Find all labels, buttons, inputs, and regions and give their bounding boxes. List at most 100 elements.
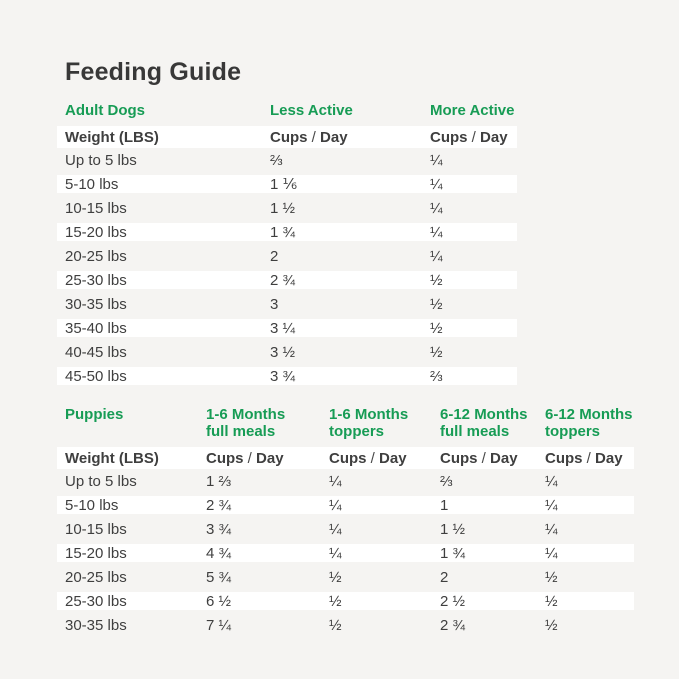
- column-header-line2: toppers: [329, 423, 385, 440]
- tables-container: Adult Dogs Less Active More Active Weight (…: [57, 102, 679, 637]
- table-row: 20-25 lbs 2 ¼: [57, 244, 517, 268]
- weight-cell: 10-15 lbs: [65, 520, 127, 538]
- puppies-section-headers: Puppies 1-6 Months full meals 1-6 Months top…: [57, 406, 634, 440]
- cups-value-cell: 3 ½: [270, 343, 296, 361]
- weight-cell: 15-20 lbs: [65, 223, 127, 241]
- column-header-line1: 6-12 Months: [440, 406, 528, 423]
- column-header-line1: Adult Dogs: [65, 102, 145, 119]
- weight-cell: 25-30 lbs: [65, 271, 127, 289]
- column-header: 1-6 Months toppers: [329, 406, 440, 440]
- weight-cell: 20-25 lbs: [65, 247, 127, 265]
- cups-value-cell: 2: [440, 568, 449, 586]
- weight-cell: 5-10 lbs: [65, 175, 119, 193]
- column-header: 6-12 Months full meals: [440, 406, 545, 440]
- cups-label: Cups: [329, 449, 367, 467]
- weight-cell: 40-45 lbs: [65, 343, 127, 361]
- cups-label: Cups: [270, 128, 308, 146]
- cups-per-day-header: Cups / Day: [206, 450, 329, 467]
- cups-per-day-header: Cups / Day: [270, 129, 430, 146]
- table-row: 35-40 lbs 3 ¼ ½: [57, 316, 517, 340]
- column-header-line1: Less Active: [270, 102, 353, 119]
- page-title: Feeding Guide: [65, 58, 242, 86]
- table-row: 10-15 lbs 3 ¾ ¼ 1 ½ ¼: [57, 517, 634, 541]
- weight-cell: 15-20 lbs: [65, 544, 127, 562]
- cups-value-cell: 1 ¾: [440, 544, 466, 562]
- adult-dogs-table: Adult Dogs Less Active More Active Weight (…: [57, 102, 679, 388]
- cups-value-cell: 1 ½: [270, 199, 296, 217]
- cups-value-cell: 2 ¾: [440, 616, 466, 634]
- column-header: Less Active: [270, 102, 430, 119]
- weight-cell: 20-25 lbs: [65, 568, 127, 586]
- cups-per-day-header: Cups / Day: [440, 450, 545, 467]
- table-row: 25-30 lbs 2 ¾ ½: [57, 268, 517, 292]
- cups-value-cell: ⅔: [440, 472, 453, 490]
- day-label: Day: [320, 128, 348, 146]
- cups-value-cell: ½: [430, 295, 443, 313]
- table-row: 10-15 lbs 1 ½ ¼: [57, 196, 517, 220]
- cups-value-cell: 2 ½: [440, 592, 466, 610]
- cups-label: Cups: [206, 449, 244, 467]
- column-header-line1: 1-6 Months: [329, 406, 409, 423]
- cups-value-cell: 1 ½: [440, 520, 466, 538]
- cups-value-cell: 1 ¾: [270, 223, 296, 241]
- cups-per-day-header: Cups / Day: [545, 450, 634, 467]
- table-row: 30-35 lbs 7 ¼ ½ 2 ¾ ½: [57, 613, 634, 637]
- table-row: 30-35 lbs 3 ½: [57, 292, 517, 316]
- cups-value-cell: ¼: [430, 247, 443, 265]
- table-row: 45-50 lbs 3 ¾ ⅔: [57, 364, 517, 388]
- puppies-section-label: Puppies: [65, 406, 206, 423]
- cups-value-cell: ½: [329, 616, 342, 634]
- slash-separator: /: [467, 128, 481, 146]
- feeding-guide-page: Feeding Guide Adult Dogs Less Active More …: [57, 58, 679, 637]
- weight-cell: 25-30 lbs: [65, 592, 127, 610]
- table-row: 5-10 lbs 2 ¾ ¼ 1 ¼: [57, 493, 634, 517]
- cups-value-cell: 5 ¾: [206, 568, 232, 586]
- table-row: 40-45 lbs 3 ½ ½: [57, 340, 517, 364]
- cups-value-cell: 2: [270, 247, 279, 265]
- cups-label: Cups: [545, 449, 583, 467]
- cups-value-cell: ¼: [545, 496, 558, 514]
- cups-value-cell: ¼: [430, 223, 443, 241]
- cups-value-cell: ½: [545, 616, 558, 634]
- day-label: Day: [379, 449, 407, 467]
- weight-cell: 35-40 lbs: [65, 319, 127, 337]
- cups-per-day-header: Cups / Day: [329, 450, 440, 467]
- cups-value-cell: ¼: [329, 496, 342, 514]
- cups-value-cell: ½: [430, 271, 443, 289]
- cups-value-cell: ½: [329, 568, 342, 586]
- cups-value-cell: ⅔: [430, 367, 443, 385]
- table-row: 20-25 lbs 5 ¾ ½ 2 ½: [57, 565, 634, 589]
- cups-label: Cups: [440, 449, 478, 467]
- cups-per-day-header: Cups / Day: [430, 129, 517, 146]
- cups-value-cell: ½: [329, 592, 342, 610]
- column-header-line2: full meals: [206, 423, 276, 440]
- column-header-line1: More Active: [430, 102, 515, 119]
- column-header-line2: full meals: [440, 423, 510, 440]
- cups-value-cell: 2 ¾: [206, 496, 232, 514]
- weight-cell: 5-10 lbs: [65, 496, 119, 514]
- weight-cell: Up to 5 lbs: [65, 151, 137, 169]
- cups-value-cell: ¼: [430, 175, 443, 193]
- cups-value-cell: ⅔: [270, 151, 283, 169]
- cups-value-cell: ¼: [545, 520, 558, 538]
- weight-cell: 45-50 lbs: [65, 367, 127, 385]
- table-row: Up to 5 lbs 1 ⅔ ¼ ⅔ ¼: [57, 469, 634, 493]
- weight-column-header: Weight (LBS): [65, 128, 159, 146]
- column-header-line1: Puppies: [65, 406, 124, 423]
- cups-value-cell: ¼: [545, 544, 558, 562]
- cups-value-cell: 2 ¾: [270, 271, 296, 289]
- day-label: Day: [256, 449, 284, 467]
- cups-value-cell: 3 ¾: [270, 367, 296, 385]
- slash-separator: /: [582, 449, 596, 467]
- day-label: Day: [480, 128, 508, 146]
- slash-separator: /: [477, 449, 491, 467]
- column-header: More Active: [430, 102, 517, 119]
- cups-value-cell: ¼: [430, 199, 443, 217]
- puppies-table: Puppies 1-6 Months full meals 1-6 Months top…: [57, 406, 679, 637]
- cups-value-cell: 1 ⅙: [270, 176, 298, 193]
- cups-value-cell: 7 ¼: [206, 616, 232, 634]
- column-header: 6-12 Months toppers: [545, 406, 634, 440]
- cups-value-cell: ½: [545, 568, 558, 586]
- cups-value-cell: ½: [545, 592, 558, 610]
- column-header: 1-6 Months full meals: [206, 406, 329, 440]
